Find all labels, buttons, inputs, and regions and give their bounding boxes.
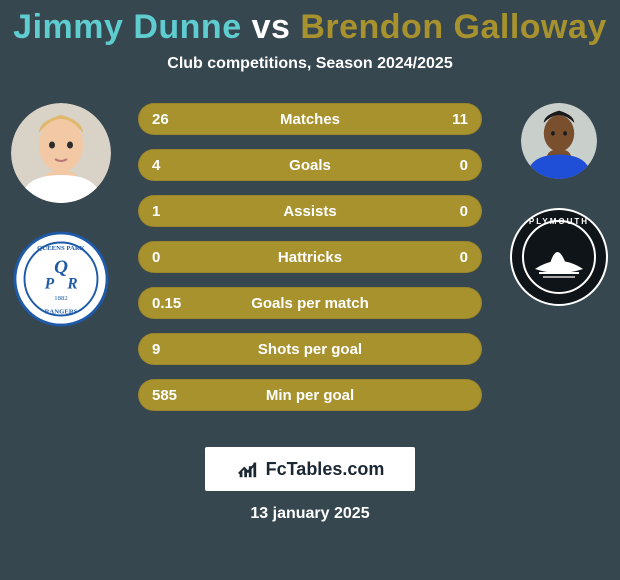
svg-text:QUEENS PARK: QUEENS PARK xyxy=(37,245,86,252)
stat-value-left: 0 xyxy=(152,249,198,266)
stat-value-left: 9 xyxy=(152,341,198,358)
stat-value-right: 11 xyxy=(422,111,468,128)
player-right-avatar xyxy=(521,103,597,179)
stat-value-right: 0 xyxy=(422,203,468,220)
stat-label: Goals per match xyxy=(198,295,422,312)
svg-text:1882: 1882 xyxy=(54,295,67,302)
stat-row: 4Goals0 xyxy=(138,149,482,181)
svg-text:Q: Q xyxy=(54,257,68,278)
club-badge-right: PLYMOUTH xyxy=(509,207,609,307)
stat-row: 26Matches11 xyxy=(138,103,482,135)
svg-text:RANGERS: RANGERS xyxy=(45,309,78,316)
stat-value-right: 0 xyxy=(422,157,468,174)
stat-value-right: 0 xyxy=(422,249,468,266)
svg-text:P: P xyxy=(45,276,55,293)
stat-label: Hattricks xyxy=(198,249,422,266)
branding-label: FcTables.com xyxy=(266,459,385,480)
stat-row: 0.15Goals per match xyxy=(138,287,482,319)
stat-row: 585Min per goal xyxy=(138,379,482,411)
stat-value-left: 585 xyxy=(152,387,198,404)
stat-value-left: 26 xyxy=(152,111,198,128)
comparison-date: 13 january 2025 xyxy=(0,505,620,523)
stat-value-left: 1 xyxy=(152,203,198,220)
stat-label: Matches xyxy=(198,111,422,128)
player-right-column: PLYMOUTH xyxy=(504,103,614,307)
club-badge-left: QUEENS PARK RANGERS Q P R 1882 xyxy=(13,231,109,327)
svg-text:R: R xyxy=(66,276,77,293)
branding-badge: FcTables.com xyxy=(205,447,415,491)
stat-label: Assists xyxy=(198,203,422,220)
title-token: vs xyxy=(252,8,301,46)
title-token: Brendon Galloway xyxy=(300,8,607,46)
subtitle: Club competitions, Season 2024/2025 xyxy=(0,55,620,73)
stat-row: 1Assists0 xyxy=(138,195,482,227)
svg-text:PLYMOUTH: PLYMOUTH xyxy=(529,217,589,226)
chart-icon xyxy=(236,458,258,480)
stat-bars: 26Matches114Goals01Assists00Hattricks00.… xyxy=(138,103,482,411)
title-token: Jimmy Dunne xyxy=(13,8,251,46)
stat-row: 9Shots per goal xyxy=(138,333,482,365)
player-left-avatar xyxy=(11,103,111,203)
stat-value-left: 0.15 xyxy=(152,295,198,312)
stat-label: Shots per goal xyxy=(198,341,422,358)
stat-value-left: 4 xyxy=(152,157,198,174)
player-left-column: QUEENS PARK RANGERS Q P R 1882 xyxy=(6,103,116,327)
stat-row: 0Hattricks0 xyxy=(138,241,482,273)
stat-label: Goals xyxy=(198,157,422,174)
stat-label: Min per goal xyxy=(198,387,422,404)
page-title: Jimmy Dunne vs Brendon Galloway xyxy=(0,0,620,47)
comparison-stage: QUEENS PARK RANGERS Q P R 1882 xyxy=(0,103,620,423)
